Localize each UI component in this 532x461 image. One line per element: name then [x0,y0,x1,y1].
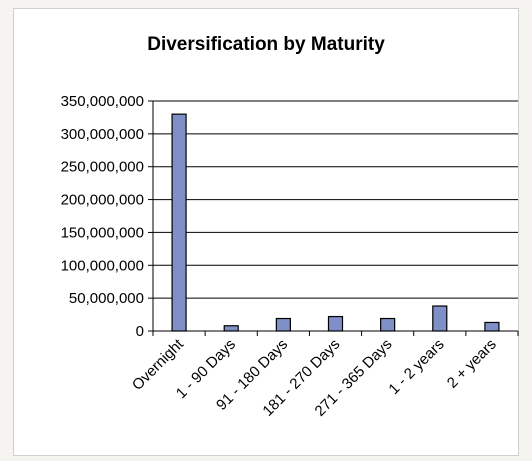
bar [275,317,291,332]
bar [171,113,187,332]
y-tick-label: 300,000,000 [61,126,144,143]
y-tick-label: 200,000,000 [61,192,144,209]
y-axis: 0 50,000,000 100,000,000 150,000,000 200,000… [61,93,154,340]
x-tick-label: 1 - 2 years [385,336,447,398]
y-tick-label: 350,000,000 [61,93,144,110]
y-tick-label: 100,000,000 [61,257,144,274]
bar [484,321,500,332]
x-tick-label: 2 + years [444,336,500,392]
bar [223,325,239,332]
y-tick-label: 50,000,000 [69,290,144,307]
y-tick-label: 150,000,000 [61,224,144,241]
y-tick-label: 0 [136,323,144,340]
y-tick-label: 250,000,000 [61,159,144,176]
bar [432,305,448,332]
chart-title: Diversification by Maturity [147,34,385,55]
bar [380,317,396,332]
gridlines [153,100,518,299]
bar [327,315,344,332]
